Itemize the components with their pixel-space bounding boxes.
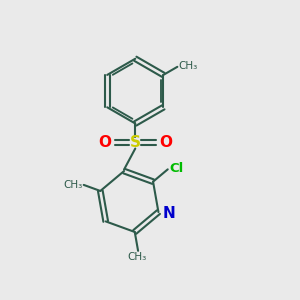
- Text: S: S: [130, 135, 141, 150]
- Text: Cl: Cl: [169, 162, 184, 175]
- Text: CH₃: CH₃: [128, 252, 147, 262]
- Text: O: O: [160, 135, 173, 150]
- Text: N: N: [163, 206, 175, 221]
- Text: CH₃: CH₃: [178, 61, 198, 71]
- Text: CH₃: CH₃: [63, 180, 82, 190]
- Text: O: O: [98, 135, 111, 150]
